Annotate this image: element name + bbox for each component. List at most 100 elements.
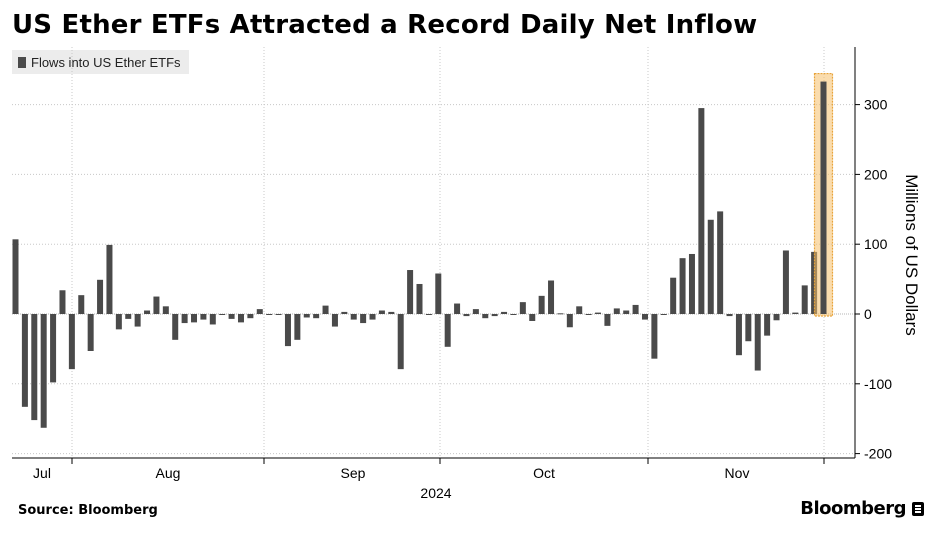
bar bbox=[679, 258, 686, 314]
bar bbox=[482, 314, 489, 319]
bar bbox=[463, 314, 470, 317]
bar bbox=[247, 314, 254, 319]
brand-name: Bloomberg bbox=[800, 498, 906, 519]
bar bbox=[595, 312, 602, 314]
bar bbox=[745, 314, 752, 342]
bar bbox=[331, 314, 338, 327]
bar bbox=[454, 303, 461, 314]
bar bbox=[660, 314, 667, 315]
bar bbox=[444, 314, 451, 347]
bar bbox=[68, 314, 75, 370]
bar bbox=[782, 250, 789, 314]
bar bbox=[12, 239, 19, 314]
bar bbox=[811, 251, 818, 314]
bar bbox=[501, 311, 508, 314]
y-axis-label: Millions of US Dollars bbox=[902, 174, 921, 336]
bar bbox=[397, 314, 404, 370]
bar bbox=[623, 310, 630, 314]
bar bbox=[416, 283, 423, 314]
bar bbox=[632, 304, 639, 314]
y-tick-label: 300 bbox=[864, 97, 888, 113]
bar bbox=[792, 312, 799, 314]
bar bbox=[651, 314, 658, 359]
bar bbox=[641, 314, 648, 320]
bar bbox=[200, 314, 207, 320]
bar bbox=[303, 314, 310, 318]
bar bbox=[510, 314, 517, 315]
bar bbox=[31, 314, 38, 421]
x-tick-label: Sep bbox=[341, 465, 366, 481]
bar bbox=[284, 314, 291, 347]
bar bbox=[209, 314, 216, 325]
bar bbox=[604, 314, 611, 326]
bar bbox=[97, 279, 104, 314]
bar bbox=[378, 310, 385, 314]
bar bbox=[134, 314, 141, 327]
bar bbox=[322, 305, 329, 314]
bar bbox=[172, 314, 179, 340]
bar bbox=[529, 314, 536, 321]
bar bbox=[613, 308, 620, 314]
bar bbox=[181, 314, 188, 324]
bar bbox=[388, 311, 395, 314]
bar bbox=[59, 290, 66, 314]
bar bbox=[538, 295, 545, 314]
bar bbox=[40, 314, 47, 428]
bar bbox=[106, 244, 113, 314]
bar bbox=[698, 108, 705, 314]
bar bbox=[191, 314, 198, 323]
chart-title: US Ether ETFs Attracted a Record Daily N… bbox=[12, 10, 758, 40]
bar bbox=[773, 314, 780, 321]
bar bbox=[820, 81, 827, 314]
bar bbox=[566, 314, 573, 328]
bar bbox=[801, 285, 808, 314]
bar bbox=[557, 313, 564, 315]
bar bbox=[754, 314, 761, 371]
source-note: Source: Bloomberg bbox=[18, 503, 158, 518]
bar bbox=[735, 314, 742, 356]
bar bbox=[670, 277, 677, 314]
legend: Flows into US Ether ETFs bbox=[12, 50, 189, 74]
y-tick-label: 100 bbox=[864, 236, 888, 252]
bar bbox=[237, 314, 244, 323]
y-tick-label: 200 bbox=[864, 166, 888, 182]
bar bbox=[144, 310, 151, 314]
bar bbox=[125, 314, 132, 319]
legend-swatch bbox=[18, 56, 26, 68]
bar bbox=[219, 314, 226, 315]
bar bbox=[435, 273, 442, 314]
bar bbox=[228, 314, 235, 319]
bar bbox=[275, 314, 282, 315]
bar bbox=[21, 314, 28, 407]
bar bbox=[407, 270, 414, 314]
brand-logo: Bloomberg bbox=[800, 498, 924, 519]
bar bbox=[50, 314, 57, 383]
bar bbox=[162, 306, 169, 314]
x-axis-label: 2024 bbox=[420, 485, 451, 501]
bar bbox=[585, 314, 592, 315]
y-tick-label: -100 bbox=[864, 376, 892, 392]
bar bbox=[115, 314, 122, 330]
bar bbox=[294, 314, 301, 340]
bar bbox=[425, 314, 432, 315]
y-tick-label: -200 bbox=[864, 446, 892, 462]
x-tick-label: Oct bbox=[533, 465, 555, 481]
bar bbox=[548, 280, 555, 314]
bar bbox=[491, 314, 498, 317]
terminal-icon bbox=[912, 501, 924, 516]
bar bbox=[369, 314, 376, 320]
bar bbox=[87, 314, 94, 351]
bar bbox=[256, 309, 263, 314]
bar bbox=[688, 253, 695, 314]
bar bbox=[472, 309, 479, 314]
bar bbox=[341, 311, 348, 314]
bar bbox=[726, 314, 733, 317]
y-tick-label: 0 bbox=[864, 306, 872, 322]
x-tick-label: Aug bbox=[156, 465, 181, 481]
bar bbox=[78, 295, 85, 314]
legend-label: Flows into US Ether ETFs bbox=[31, 54, 181, 70]
bar bbox=[313, 314, 320, 319]
x-tick-label: Jul bbox=[33, 465, 51, 481]
bar bbox=[519, 302, 526, 314]
